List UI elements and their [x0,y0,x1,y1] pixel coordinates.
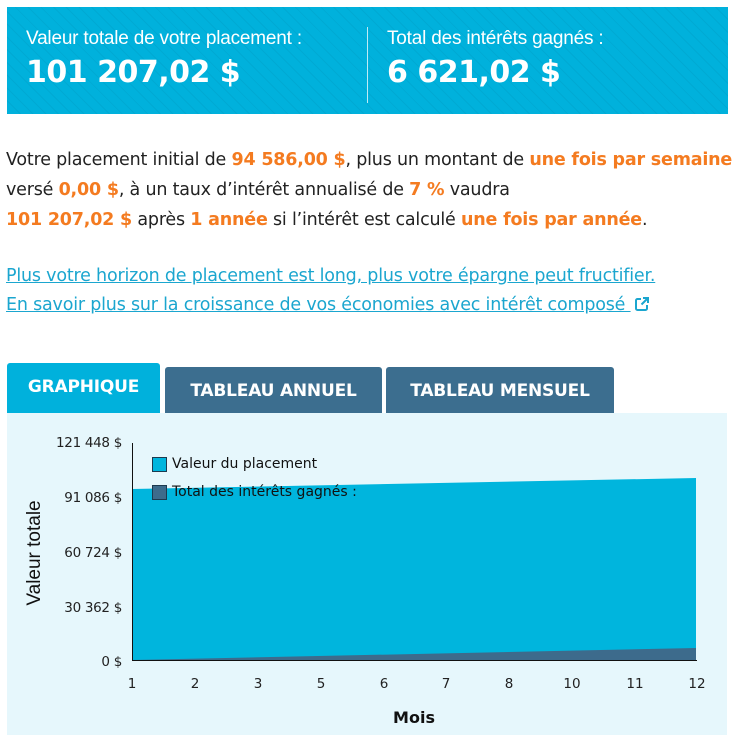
legend-item-interest[interactable]: Total des intérêts gagnés : [152,478,357,506]
legend-label: Total des intérêts gagnés : [172,484,357,500]
final-amount: 101 207,02 $ [6,210,133,230]
external-link-icon [634,297,649,311]
x-tick: 8 [504,676,514,692]
legend-swatch [152,484,167,500]
y-tick: 60 724 $ [64,545,122,561]
tab-tableau-mensuel[interactable]: TABLEAU MENSUEL [386,367,614,414]
y-tick: 91 086 $ [64,490,122,506]
total-interest-block: Total des intérêts gagnés : 6 621,02 $ [367,27,604,103]
desc-text: vaudra [444,180,510,200]
placement-value-area [132,478,696,660]
x-axis-title: Mois [393,708,435,727]
total-value-label: Valeur totale de votre placement : [26,28,302,49]
legend-label: Valeur du placement [172,456,318,472]
compounding-frequency: une fois par année [460,210,642,230]
total-interest-amount: 6 621,02 $ [387,55,561,90]
x-tick: 7 [441,676,451,692]
y-tick: 30 362 $ [64,600,122,616]
tab-graphique[interactable]: GRAPHIQUE [7,363,160,414]
x-tick: 6 [379,676,389,692]
x-tick: 11 [626,676,644,692]
desc-text: versé [6,180,59,200]
x-tick: 10 [563,676,581,692]
y-tick: 121 448 $ [55,435,122,451]
desc-text: . [641,210,648,230]
x-tick: 2 [190,676,200,692]
total-value-block: Valeur totale de votre placement : 101 2… [7,7,367,114]
x-tick: 1 [127,676,137,692]
learn-more-label: En savoir plus sur la croissance de vos … [6,295,631,315]
total-value-amount: 101 207,02 $ [26,55,241,90]
desc-text: après [132,210,191,230]
x-tick: 3 [253,676,263,692]
contribution-frequency: une fois par semaine [529,150,733,170]
total-interest-label: Total des intérêts gagnés : [387,28,604,49]
tab-tableau-annuel[interactable]: TABLEAU ANNUEL [165,367,382,414]
contribution-amount: 0,00 $ [58,180,119,200]
duration: 1 année [190,210,268,230]
learn-more-link[interactable]: En savoir plus sur la croissance de vos … [6,291,736,320]
desc-text: , à un taux d’intérêt annualisé de [118,180,410,200]
x-tick: 12 [688,676,706,692]
legend-swatch [152,456,167,472]
desc-text: , plus un montant de [345,150,530,170]
legend-item-placement[interactable]: Valeur du placement [152,450,357,478]
desc-text: si l’intérêt est calculé [267,210,461,230]
interest-rate: 7 % [409,180,445,200]
links-block: Plus votre horizon de placement est long… [6,262,736,320]
summary-banner: Valeur totale de votre placement : 101 2… [7,7,728,114]
desc-text: Votre placement initial de [6,150,232,170]
interest-area [132,648,696,660]
y-tick: 0 $ [101,654,122,670]
chart-legend: Valeur du placement Total des intérêts g… [152,450,357,506]
initial-amount: 94 586,00 $ [231,150,346,170]
result-description: Votre placement initial de 94 586,00 $, … [6,145,736,235]
horizon-link[interactable]: Plus votre horizon de placement est long… [6,266,656,286]
x-tick: 5 [316,676,326,692]
